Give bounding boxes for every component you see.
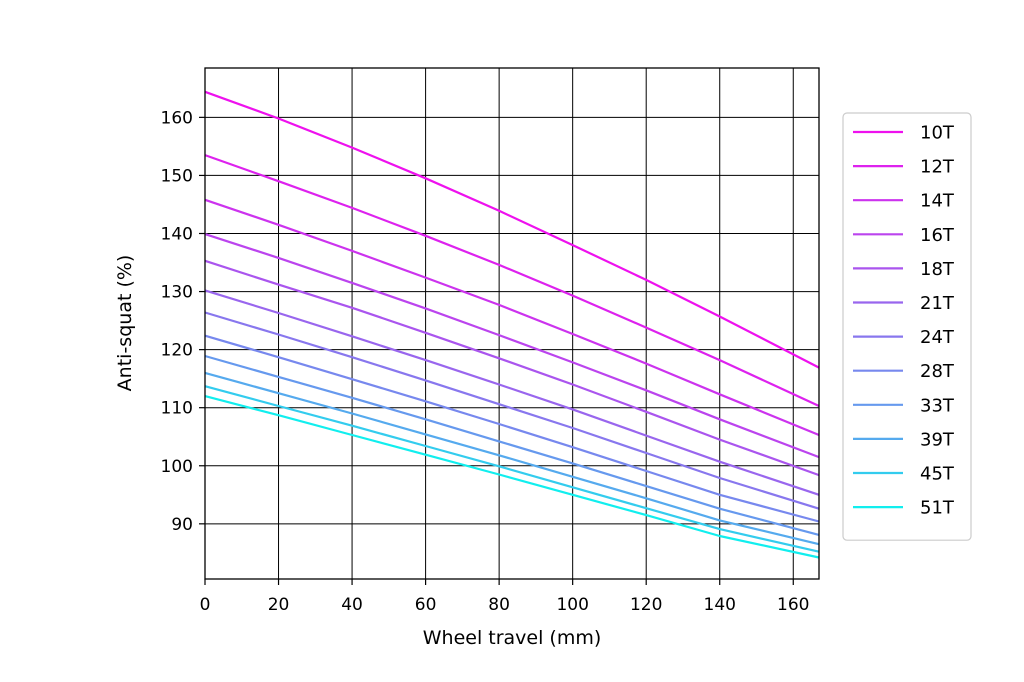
plot-frame bbox=[204, 67, 820, 580]
x-tick-label: 20 bbox=[268, 595, 290, 615]
series-line-51T bbox=[204, 395, 820, 559]
legend-label-24T: 24T bbox=[920, 327, 955, 348]
y-tick-label: 120 bbox=[161, 341, 193, 361]
legend-label-21T: 21T bbox=[920, 293, 955, 314]
series-line-28T bbox=[204, 334, 820, 523]
x-tick-label: 40 bbox=[341, 595, 363, 615]
legend-label-10T: 10T bbox=[920, 123, 955, 144]
legend-label-28T: 28T bbox=[920, 361, 955, 382]
x-tick-label: 60 bbox=[415, 595, 437, 615]
y-tick-label: 90 bbox=[171, 515, 193, 535]
series-line-24T bbox=[204, 311, 820, 510]
y-tick-label: 150 bbox=[161, 166, 193, 186]
y-tick-label: 140 bbox=[161, 224, 193, 244]
x-ticks: 0 20 40 60 80 100 120 140 160 bbox=[200, 579, 809, 615]
x-axis-label: Wheel travel (mm) bbox=[423, 627, 602, 649]
series-line-12T bbox=[204, 154, 820, 407]
legend: 10T 12T 14T 16T 18T 21T 24T 28T 33T 39T 45T 51T bbox=[842, 112, 972, 541]
x-tick-label: 0 bbox=[200, 595, 211, 615]
x-tick-label: 160 bbox=[777, 595, 809, 615]
series-line-16T bbox=[204, 233, 820, 459]
series-line-45T bbox=[204, 385, 820, 553]
series-line-33T bbox=[204, 354, 820, 536]
grid bbox=[204, 68, 819, 579]
legend-label-18T: 18T bbox=[920, 259, 955, 280]
legend-label-12T: 12T bbox=[920, 157, 955, 178]
y-tick-label: 100 bbox=[161, 457, 193, 477]
x-tick-label: 100 bbox=[556, 595, 588, 615]
legend-label-51T: 51T bbox=[920, 498, 955, 519]
series-lines bbox=[204, 90, 820, 559]
x-tick-label: 140 bbox=[704, 595, 736, 615]
y-tick-label: 110 bbox=[161, 399, 193, 419]
legend-label-45T: 45T bbox=[920, 464, 955, 485]
legend-label-33T: 33T bbox=[920, 395, 955, 416]
y-tick-label: 160 bbox=[161, 108, 193, 128]
legend-label-16T: 16T bbox=[920, 225, 955, 246]
legend-label-39T: 39T bbox=[920, 429, 955, 450]
x-tick-label: 120 bbox=[630, 595, 662, 615]
legend-box bbox=[842, 112, 972, 541]
series-line-14T bbox=[204, 198, 820, 437]
x-tick-label: 80 bbox=[488, 595, 510, 615]
y-ticks: 90 100 110 120 130 140 150 160 bbox=[161, 108, 205, 535]
legend-label-14T: 14T bbox=[920, 191, 955, 212]
y-tick-label: 130 bbox=[161, 283, 193, 303]
series-line-10T bbox=[204, 90, 820, 369]
y-axis-label: Anti-squat (%) bbox=[114, 255, 136, 392]
series-line-18T bbox=[204, 259, 820, 477]
series-line-39T bbox=[204, 371, 820, 546]
series-line-21T bbox=[204, 289, 820, 496]
